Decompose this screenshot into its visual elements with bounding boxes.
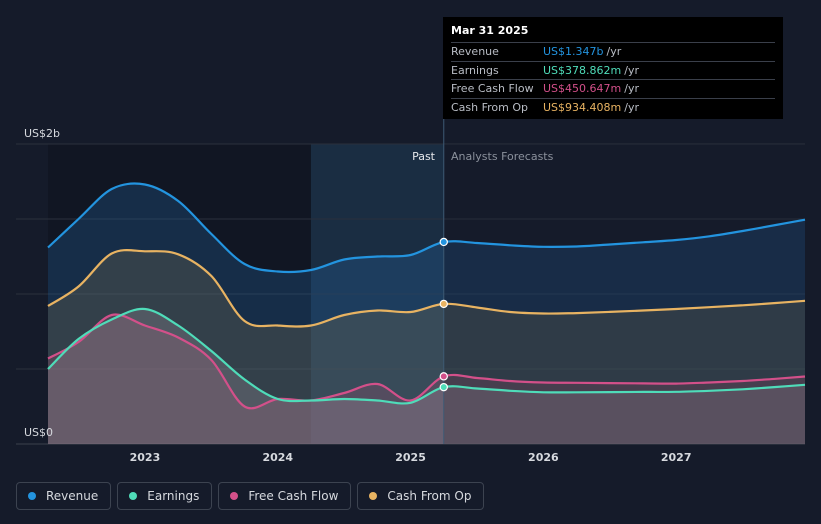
x-tick-label: 2027 xyxy=(661,451,692,464)
tooltip-value: US$378.862m xyxy=(543,63,622,77)
tooltip-unit: /yr xyxy=(624,63,639,77)
x-tick-label: 2024 xyxy=(262,451,293,464)
legend-dot-icon xyxy=(369,492,378,500)
tooltip-row-revenue: Revenue US$1.347b /yr xyxy=(451,42,775,61)
tooltip-label: Cash From Op xyxy=(451,100,529,114)
revenue-line xyxy=(47,182,806,274)
cash-from-op-marker xyxy=(439,299,448,309)
tooltip: Mar 31 2025 Revenue US$1.347b /yr Earnin… xyxy=(443,17,783,119)
tooltip-label: Earnings xyxy=(451,63,499,77)
legend-item-revenue[interactable]: Revenue xyxy=(16,482,112,510)
legend-label: Free Cash Flow xyxy=(248,489,339,503)
legend: Revenue Earnings Free Cash Flow Cash Fro… xyxy=(16,482,485,510)
free-cash-flow-line xyxy=(47,313,806,410)
tooltip-row-free-cash-flow: Free Cash Flow US$450.647m /yr xyxy=(451,79,775,98)
forecast-overlay xyxy=(443,144,805,444)
legend-dot-icon xyxy=(28,492,36,500)
past-label: Past xyxy=(412,150,436,163)
tooltip-row-cash-from-op: Cash From Op US$934.408m /yr xyxy=(451,97,775,117)
tooltip-label: Free Cash Flow xyxy=(451,82,534,95)
legend-label: Cash From Op xyxy=(387,489,472,503)
tooltip-date: Mar 31 2025 xyxy=(451,24,529,37)
cash-from-op-line xyxy=(47,249,806,328)
legend-dot-icon xyxy=(129,492,138,500)
legend-dot-icon xyxy=(230,492,239,500)
x-tick-label: 2023 xyxy=(130,451,161,464)
y-label-top: US$2b xyxy=(24,127,60,140)
earnings-area xyxy=(48,308,805,444)
legend-label: Earnings xyxy=(147,489,200,503)
tooltip-unit: /yr xyxy=(624,82,639,95)
tooltip-row-earnings: Earnings US$378.862m /yr xyxy=(451,60,775,80)
legend-item-earnings[interactable]: Earnings xyxy=(117,482,213,510)
free-cash-flow-marker xyxy=(439,372,448,381)
tooltip-value: US$934.408m xyxy=(543,100,622,114)
earnings-line xyxy=(47,307,806,405)
earnings-marker xyxy=(439,382,448,392)
legend-item-free-cash-flow[interactable]: Free Cash Flow xyxy=(218,482,352,510)
x-tick-label: 2025 xyxy=(395,451,426,464)
tooltip-value: US$450.647m xyxy=(543,82,622,95)
legend-item-cash-from-op[interactable]: Cash From Op xyxy=(357,482,485,510)
free-cash-flow-area xyxy=(48,314,805,444)
tooltip-value: US$1.347b xyxy=(543,45,604,58)
forecast-label: Analysts Forecasts xyxy=(451,150,554,163)
tooltip-unit: /yr xyxy=(606,45,622,58)
revenue-marker xyxy=(439,237,448,247)
tooltip-unit: /yr xyxy=(624,100,639,114)
legend-label: Revenue xyxy=(46,489,99,503)
x-tick-label: 2026 xyxy=(528,451,559,464)
y-label-bottom: US$0 xyxy=(24,426,53,439)
cash-from-op-area xyxy=(48,250,805,444)
tooltip-label: Revenue xyxy=(451,45,499,58)
revenue-area xyxy=(48,183,805,444)
